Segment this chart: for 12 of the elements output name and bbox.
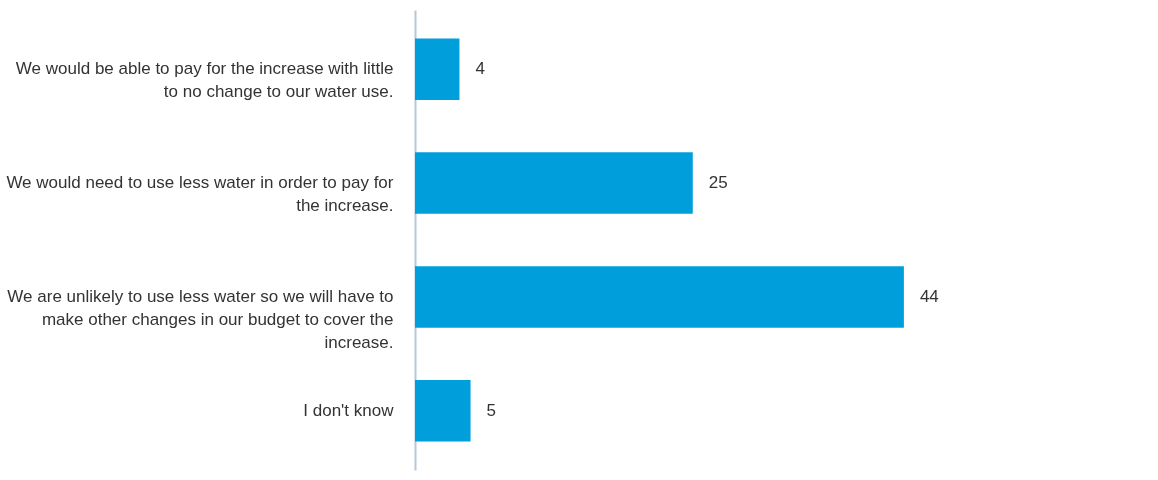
y-tick-label: We would need to use less water in order to pay for the increase. <box>6 173 394 216</box>
bar <box>415 152 693 214</box>
data-label: 4 <box>475 59 485 79</box>
data-label: 5 <box>486 400 497 420</box>
bar <box>415 38 460 100</box>
y-tick-label: We would be able to pay for the increase with little to no change to our water use. <box>15 59 394 102</box>
bar <box>415 266 904 328</box>
y-tick-label: I don't know <box>303 400 395 420</box>
data-label: 25 <box>708 173 728 193</box>
bar <box>415 380 471 442</box>
data-label: 44 <box>919 286 939 306</box>
y-tick-label: We are unlikely to use less water so we will have to make other changes in our budget to cover the increase. <box>7 286 394 352</box>
